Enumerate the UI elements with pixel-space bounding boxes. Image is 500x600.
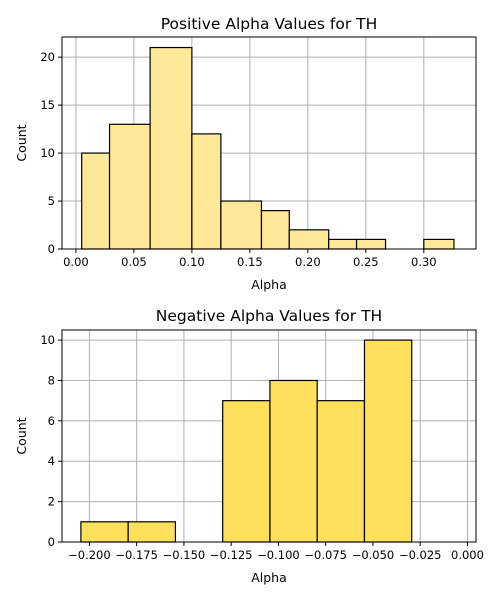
histogram-bar (328, 238, 358, 250)
x-tick-label: −0.075 (304, 548, 347, 562)
bars (80, 339, 413, 543)
histogram-bar (260, 210, 290, 250)
y-tick-label: 0 (48, 242, 55, 256)
y-tick-label: 2 (48, 495, 55, 509)
histogram-bar (355, 238, 387, 250)
x-tick-label: −0.150 (163, 548, 206, 562)
plot-frame (61, 36, 477, 250)
y-tick-label: 10 (40, 333, 55, 347)
x-tick-label: −0.200 (68, 548, 111, 562)
x-tick-label: 0.20 (295, 255, 321, 269)
chart-title: Positive Alpha Values for TH (161, 15, 378, 33)
histogram-bar (81, 152, 111, 250)
histogram-bar (108, 123, 151, 250)
x-tick-label: 0.05 (121, 255, 147, 269)
x-tick-label: −0.125 (210, 548, 253, 562)
x-tick-label: −0.050 (352, 548, 395, 562)
histogram-bar (222, 400, 271, 543)
x-tick-label: −0.100 (257, 548, 300, 562)
y-ticks: 0 5 10 15 20 (40, 50, 62, 256)
histogram-bar (80, 521, 129, 543)
y-ticks: 0 2 4 6 8 10 (40, 333, 62, 549)
plot-frame (61, 329, 477, 543)
histogram-bar (316, 400, 366, 543)
y-tick-label: 0 (48, 535, 55, 549)
y-tick-label: 20 (40, 50, 55, 64)
histogram-bar (269, 379, 318, 543)
y-axis-label: Count (14, 417, 29, 454)
y-tick-label: 8 (48, 373, 55, 387)
bars (81, 46, 455, 250)
x-tick-label: 0.30 (411, 255, 437, 269)
histogram-bar (191, 133, 222, 250)
negative-alpha-histogram: Negative Alpha Values for TH −0.200 −0.17… (14, 307, 484, 585)
x-ticks: 0.00 0.05 0.10 0.15 0.20 0.25 0.30 (63, 249, 437, 269)
histogram-bar (423, 238, 455, 250)
chart-title: Negative Alpha Values for TH (156, 307, 382, 325)
y-axis-label: Count (14, 124, 29, 161)
x-tick-label: 0.000 (451, 548, 484, 562)
histogram-bar (220, 200, 263, 250)
y-tick-label: 10 (40, 146, 55, 160)
x-axis-label: Alpha (251, 570, 287, 585)
y-tick-label: 6 (48, 414, 55, 428)
x-tick-label: 0.25 (353, 255, 379, 269)
x-ticks: −0.200 −0.175 −0.150 −0.125 −0.100 −0.075 −0.0… (68, 542, 484, 562)
x-tick-label: −0.175 (115, 548, 158, 562)
histogram-bar (127, 521, 177, 543)
x-tick-label: 0.15 (237, 255, 263, 269)
y-tick-label: 4 (48, 454, 55, 468)
x-tick-label: 0.10 (179, 255, 205, 269)
x-tick-label: 0.00 (63, 255, 89, 269)
x-tick-label: −0.025 (399, 548, 442, 562)
x-axis-label: Alpha (251, 277, 287, 292)
histogram-bar (149, 46, 193, 250)
y-tick-label: 5 (48, 194, 55, 208)
histogram-bar (363, 339, 413, 543)
histogram-bar (288, 229, 330, 250)
positive-alpha-histogram: Positive Alpha Values for TH 0.00 0.05 0.1… (14, 15, 477, 292)
y-tick-label: 15 (40, 98, 55, 112)
